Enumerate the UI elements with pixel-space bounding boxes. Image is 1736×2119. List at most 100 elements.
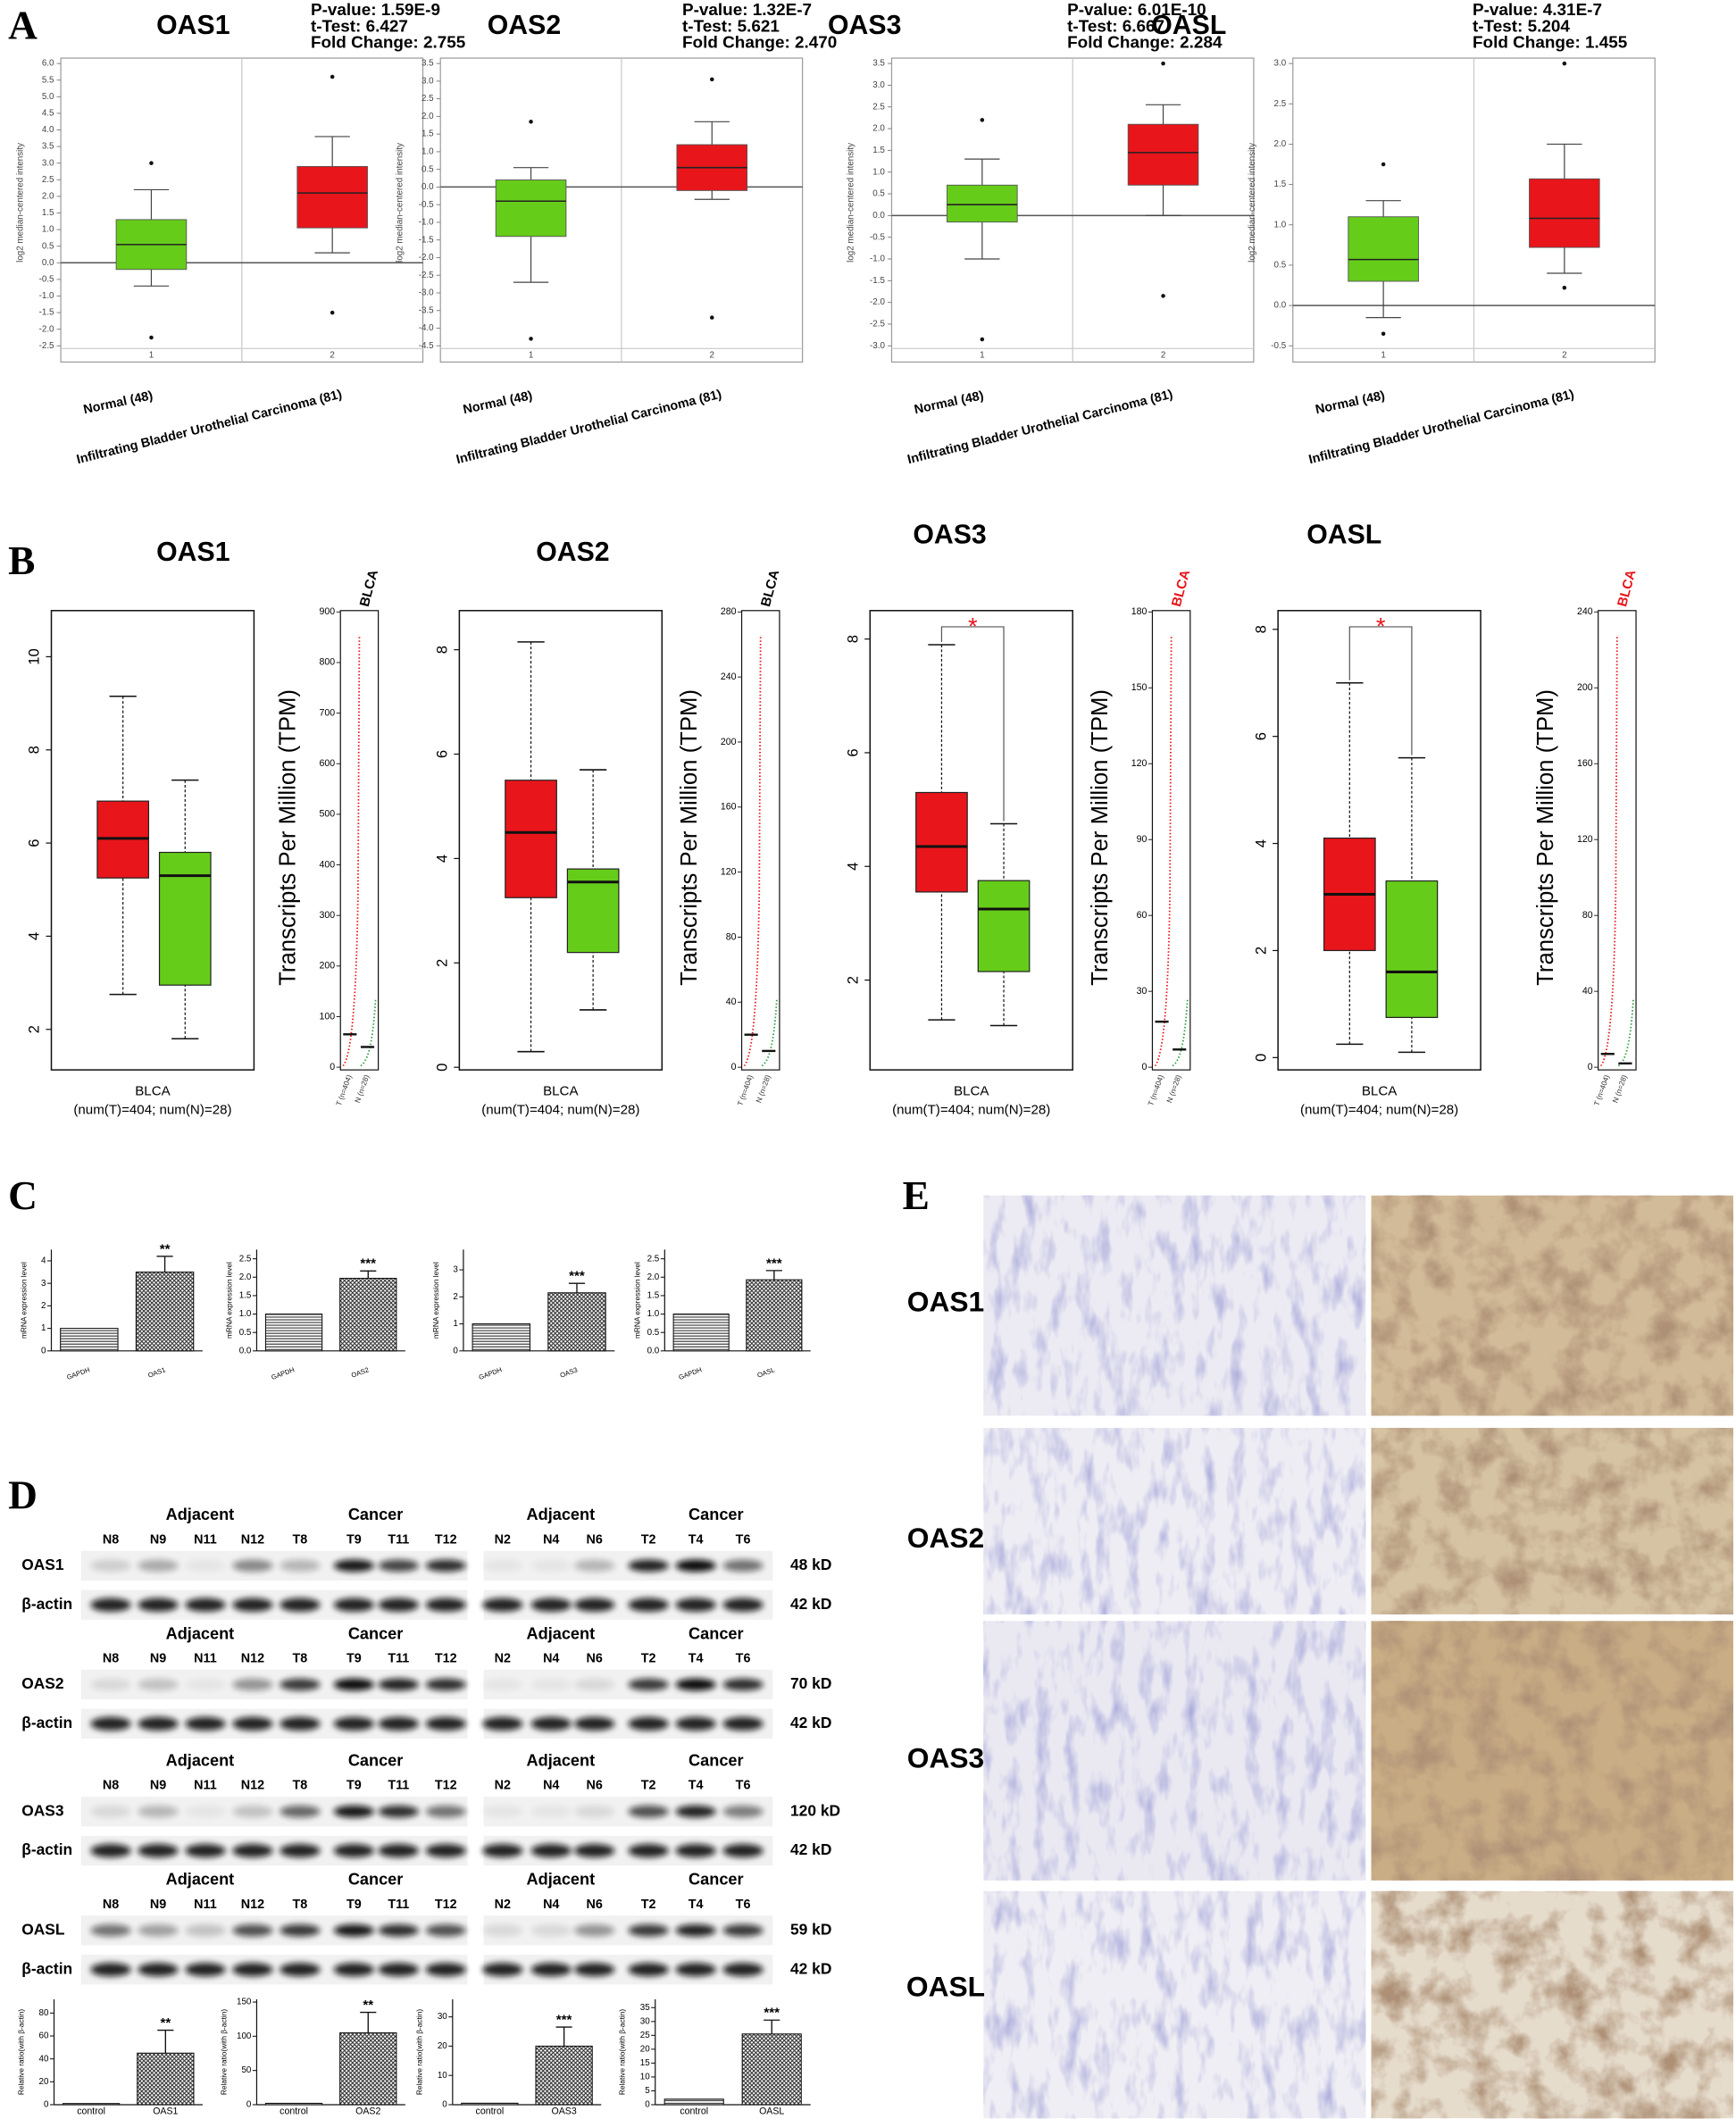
x-sublabel: (num(T)=404; num(N)=28) bbox=[1300, 1103, 1458, 1118]
tpm-tick-label: 0 bbox=[1142, 1062, 1148, 1072]
box bbox=[1127, 123, 1199, 186]
lane-label: N2 bbox=[495, 1779, 511, 1793]
band bbox=[675, 1716, 716, 1731]
band bbox=[138, 1559, 179, 1573]
outlier bbox=[1381, 331, 1386, 336]
y-tick-label: 0.5 bbox=[421, 164, 434, 174]
row-label: β-actin bbox=[21, 1959, 72, 1977]
ihc-texture bbox=[983, 1428, 1366, 1614]
band bbox=[138, 1963, 179, 1977]
y-tick-label: -0.5 bbox=[419, 200, 434, 210]
lane-label: T12 bbox=[435, 1898, 457, 1912]
lane-label: N4 bbox=[543, 1779, 559, 1793]
y-axis-label: Relative ratio(with β-actin) bbox=[415, 2009, 424, 2095]
tpm-tick-label: 280 bbox=[721, 606, 737, 617]
stat-line: t-Test: 6.427 bbox=[311, 17, 408, 36]
y-tick-label: -2.0 bbox=[870, 297, 885, 307]
band bbox=[90, 1598, 131, 1612]
plot-frame bbox=[1277, 610, 1481, 1071]
significance: ** bbox=[160, 1241, 171, 1256]
tpm-dots bbox=[761, 999, 778, 1067]
panel-label: A bbox=[8, 4, 38, 48]
chart-title: OAS3 bbox=[913, 521, 986, 550]
outlier bbox=[330, 310, 335, 315]
x-tick-label: OAS3 bbox=[551, 2106, 576, 2116]
tpm-tick-label: 40 bbox=[1582, 986, 1593, 997]
box bbox=[915, 791, 968, 893]
lane-label: N8 bbox=[103, 1652, 119, 1666]
outlier bbox=[1161, 61, 1165, 66]
band bbox=[573, 1843, 615, 1858]
tpm-tick-label: 400 bbox=[320, 859, 336, 870]
lane-label: T11 bbox=[388, 1652, 409, 1666]
y-axis-label: Relative ratio(with β-actin) bbox=[219, 2009, 228, 2095]
band bbox=[90, 1963, 131, 1977]
chart-title: OAS1 bbox=[156, 11, 230, 40]
y-tick-label: 0.0 bbox=[872, 211, 885, 221]
lane-label: T2 bbox=[641, 1898, 656, 1912]
band bbox=[482, 1805, 523, 1818]
y-tick-label: -0.5 bbox=[39, 274, 54, 284]
x-sublabel: (num(T)=404; num(N)=28) bbox=[481, 1103, 639, 1118]
significance: *** bbox=[764, 2006, 780, 2021]
y-tick-label: 2.0 bbox=[239, 1272, 252, 1282]
outlier bbox=[149, 161, 154, 165]
y-tick-label: 0.5 bbox=[872, 189, 885, 199]
group-header: Cancer bbox=[348, 1624, 404, 1642]
y-tick-label: 4 bbox=[26, 932, 43, 940]
box bbox=[158, 851, 212, 986]
tpm-tick-label: 100 bbox=[320, 1011, 336, 1022]
y-tick-label: 0 bbox=[645, 2100, 650, 2110]
stat-line: P-value: 6.01E-10 bbox=[1067, 1, 1206, 20]
row-label: OAS2 bbox=[907, 1522, 984, 1554]
box bbox=[947, 184, 1018, 223]
y-tick-label: 1.0 bbox=[239, 1309, 252, 1319]
tpm-frame bbox=[1598, 610, 1637, 1071]
tpm-tick-label: 500 bbox=[320, 809, 336, 820]
x-tick-label: 2 bbox=[1562, 350, 1566, 360]
lane-label: N11 bbox=[194, 1898, 217, 1912]
band bbox=[425, 1678, 466, 1691]
lane-label: T11 bbox=[388, 1898, 409, 1912]
y-tick-label: 0.0 bbox=[647, 1346, 660, 1356]
band bbox=[722, 1963, 764, 1977]
tpm-frame bbox=[740, 610, 780, 1071]
y-tick-label: 4.0 bbox=[42, 125, 54, 135]
band bbox=[378, 1716, 419, 1731]
lane-label: T9 bbox=[346, 1652, 362, 1666]
significance: ** bbox=[160, 2015, 171, 2031]
tpm-tick-label: 80 bbox=[1582, 910, 1593, 921]
bar bbox=[664, 2098, 724, 2106]
y-tick-label: 0 bbox=[44, 2100, 49, 2110]
y-tick-label: 2 bbox=[41, 1301, 46, 1311]
band bbox=[333, 1805, 375, 1818]
size-label: 70 kD bbox=[790, 1674, 831, 1692]
band bbox=[185, 1716, 226, 1731]
outlier bbox=[980, 118, 985, 122]
y-tick-label: 2.5 bbox=[647, 1254, 660, 1264]
y-tick-label: -2.0 bbox=[419, 253, 434, 263]
band bbox=[232, 1678, 273, 1691]
band bbox=[722, 1559, 764, 1573]
outlier bbox=[710, 77, 714, 82]
outlier bbox=[149, 335, 154, 340]
y-tick-label: 1 bbox=[41, 1323, 46, 1333]
panel-label: B bbox=[8, 538, 35, 583]
x-tick-label: 1 bbox=[149, 350, 154, 360]
y-tick-label: 3 bbox=[41, 1279, 46, 1289]
y-tick-label: 3.0 bbox=[42, 158, 54, 168]
y-tick-label: 0.0 bbox=[239, 1346, 252, 1356]
band bbox=[482, 1598, 523, 1612]
y-tick-label: -1.0 bbox=[870, 254, 885, 264]
band bbox=[280, 1716, 321, 1731]
tpm-tick-label: 30 bbox=[1137, 986, 1148, 997]
band bbox=[333, 1559, 375, 1573]
band bbox=[378, 1963, 419, 1977]
outlier bbox=[980, 337, 985, 342]
band bbox=[280, 1598, 321, 1612]
y-axis-label: log2 median-centered intensity bbox=[395, 143, 405, 263]
x-tick-label: 1 bbox=[529, 350, 533, 360]
significance: *** bbox=[360, 1256, 376, 1272]
lane-label: N12 bbox=[241, 1779, 264, 1793]
x-label: BLCA bbox=[954, 1083, 989, 1098]
